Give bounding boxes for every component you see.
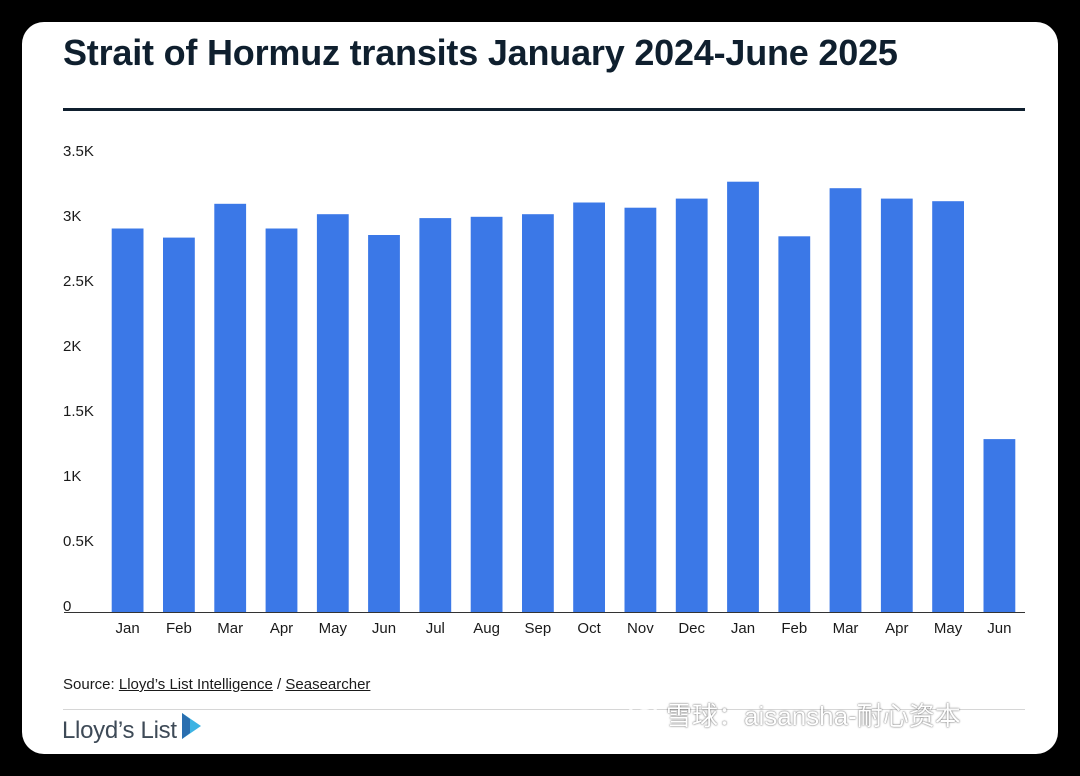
x-tick-label: Dec	[678, 620, 705, 637]
x-tick-label: Sep	[525, 620, 552, 637]
chart-title: Strait of Hormuz transits January 2024-J…	[63, 32, 898, 73]
logo-text: Lloyd’s List	[62, 717, 177, 744]
x-tick-label: Jul	[426, 620, 445, 637]
x-tick-label: Apr	[885, 620, 908, 637]
x-tick-label: Jan	[116, 620, 140, 637]
source-separator: /	[272, 676, 286, 693]
x-tick-label: Nov	[627, 620, 654, 637]
x-tick-label: Jun	[987, 620, 1011, 637]
x-tick-label: Aug	[473, 620, 500, 637]
bar-4[interactable]	[316, 214, 349, 612]
play-triangle-icon	[181, 713, 201, 739]
bar-5[interactable]	[368, 235, 400, 612]
bar-11[interactable]	[675, 198, 708, 612]
watermark-text: 雪球：aisansha-耐心资本	[666, 700, 961, 731]
chart-card: Strait of Hormuz transits January 2024-J…	[22, 22, 1058, 754]
bar-17[interactable]	[983, 439, 1016, 612]
x-tick-label: May	[319, 620, 348, 637]
footer-divider	[63, 709, 1025, 710]
y-tick-label: 0	[63, 598, 71, 615]
source-prefix: Source:	[63, 676, 119, 693]
bar-1[interactable]	[163, 237, 195, 612]
snowball-icon	[628, 699, 658, 729]
y-tick-label: 3K	[63, 208, 81, 225]
x-tick-label: Jan	[731, 620, 755, 637]
y-tick-label: 3.5K	[63, 143, 94, 160]
x-tick-label: Mar	[833, 620, 859, 637]
bar-16[interactable]	[932, 201, 964, 612]
bar-2[interactable]	[214, 203, 247, 613]
x-tick-label: Apr	[270, 620, 293, 637]
y-tick-label: 1.5K	[63, 403, 94, 420]
x-tick-label: Oct	[577, 620, 601, 637]
bar-chart: 0 0.5K 1K 1.5K 2K 2.5K 3K 3.5K Jan Feb Mar Apr May Ju…	[63, 143, 1025, 637]
source-link-seasearcher[interactable]: Seasearcher	[285, 676, 371, 693]
bar-13[interactable]	[778, 236, 811, 613]
bar-14[interactable]	[829, 188, 862, 612]
bar-0[interactable]	[111, 228, 144, 613]
bar-7[interactable]	[470, 216, 503, 613]
x-tick-label: Feb	[166, 620, 192, 637]
y-tick-label: 0.5K	[63, 533, 94, 550]
y-tick-label: 2.5K	[63, 273, 94, 290]
bar-10[interactable]	[624, 207, 657, 612]
y-tick-label: 1K	[63, 468, 81, 485]
bar-9[interactable]	[573, 202, 605, 613]
x-tick-label: May	[934, 620, 963, 637]
bar-15[interactable]	[880, 198, 913, 612]
x-tick-label: Mar	[217, 620, 243, 637]
x-tick-label: Feb	[781, 620, 807, 637]
watermark: 雪球：aisansha-耐心资本	[626, 696, 961, 732]
y-tick-label: 2K	[63, 338, 81, 355]
bar-8[interactable]	[522, 214, 554, 612]
source-line: Source: Lloyd’s List Intelligence / Seas…	[63, 676, 370, 693]
title-divider	[63, 108, 1025, 111]
bar-3[interactable]	[265, 228, 298, 613]
bar-6[interactable]	[419, 218, 452, 612]
x-tick-label: Jun	[372, 620, 396, 637]
lloyds-list-logo[interactable]: Lloyd’s List	[62, 713, 203, 748]
bar-12[interactable]	[727, 181, 759, 612]
source-link-lloyds-list-intelligence[interactable]: Lloyd’s List Intelligence	[118, 676, 273, 693]
